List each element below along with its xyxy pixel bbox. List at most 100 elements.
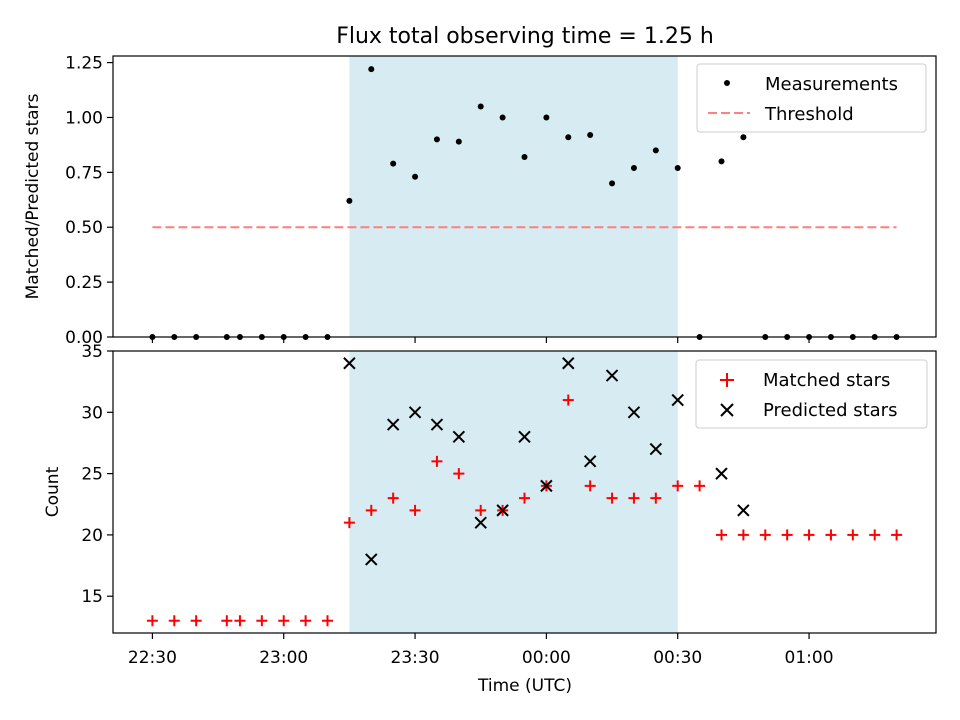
matched-star-point: [387, 492, 399, 504]
measurement-point: [609, 180, 616, 187]
matched-star-point: [606, 492, 618, 504]
measurement-point: [587, 132, 594, 139]
x-stroke: [474, 516, 487, 529]
measurement-point: [499, 114, 506, 121]
count-panel: 15 20 25 30 35 22:30 23:00 23:30 00:00 00:30 01:0…: [43, 342, 937, 696]
predicted-star-point: [386, 418, 400, 431]
ratio-panel: Flux total observing time = 1.25 h 0.000…: [23, 24, 937, 348]
x-stroke: [452, 430, 466, 444]
y-tick-label: 0.75: [65, 163, 103, 183]
legend-matched-label: Matched stars: [763, 370, 890, 391]
measurement-point: [521, 153, 528, 160]
measurement-point: [455, 138, 462, 145]
predicted-star-point: [343, 357, 356, 370]
measurement-point: [674, 164, 681, 171]
x-tick-label: 22:30: [128, 648, 177, 668]
ratio-legend-box: [696, 63, 927, 133]
matched-star-point: [190, 615, 202, 627]
x-stroke: [605, 369, 619, 382]
y-tick-label: 25: [81, 465, 103, 485]
matched-star-point: [672, 480, 684, 492]
x-tick-label: 23:30: [391, 648, 440, 668]
legend-predicted-marker: [720, 403, 734, 417]
legend-measurement-dot: [724, 80, 730, 86]
y-tick-label: 30: [81, 403, 103, 423]
measurement-point: [390, 160, 397, 167]
x-stroke: [649, 442, 663, 456]
x-stroke: [715, 467, 728, 480]
legend-predicted-label: Predicted stars: [763, 400, 897, 421]
matched-star-point: [475, 504, 487, 516]
predicted-star-point: [474, 516, 487, 529]
matched-star-point: [869, 529, 881, 541]
matched-star-point: [781, 529, 793, 541]
y-tick-label: 1.25: [65, 54, 103, 74]
matched-star-point: [694, 480, 706, 492]
x-stroke: [671, 393, 684, 407]
matched-star-point: [584, 480, 596, 492]
matched-star-point: [737, 529, 749, 541]
measurement-point: [630, 164, 637, 171]
x-tick-label: 01:00: [785, 648, 834, 668]
matched-star-point: [256, 615, 268, 627]
matched-star-point: [715, 529, 727, 541]
matched-star-point: [322, 615, 334, 627]
y-tick-label: 1.00: [65, 108, 103, 128]
x-stroke: [583, 455, 597, 468]
x-stroke: [737, 504, 750, 517]
observing-window-band: [349, 351, 678, 633]
count-plot-frame: [112, 350, 937, 634]
matched-star-point: [300, 615, 312, 627]
x-tick-label: 23:00: [259, 648, 308, 668]
x-stroke: [343, 357, 356, 370]
y-ticks: 15 20 25 30 35: [81, 342, 113, 607]
x-stroke: [365, 553, 378, 566]
matched-star-point: [825, 529, 837, 541]
y-tick-label: 20: [81, 526, 103, 546]
x-stroke: [540, 479, 553, 493]
predicted-star-point: [583, 455, 597, 468]
measurement-point: [652, 147, 659, 154]
x-ticks: 22:30 23:00 23:30 00:00 00:30 01:00: [128, 633, 834, 668]
predicted-star-point: [430, 418, 444, 431]
predicted-star-point: [715, 467, 728, 480]
predicted-star-point: [452, 430, 466, 444]
predicted-star-point: [627, 406, 641, 419]
measurement-point: [433, 136, 440, 143]
y-tick-label: 35: [81, 342, 103, 362]
matched-star-point: [803, 529, 815, 541]
x-tick-label: 00:30: [653, 648, 702, 668]
matched-star-point: [759, 529, 771, 541]
predicted-star-point: [562, 357, 575, 370]
measurement-point: [346, 197, 353, 204]
x-stroke: [408, 406, 422, 419]
matched-star-point: [891, 529, 903, 541]
x-stroke: [496, 504, 509, 517]
count-y-axis-label: Count: [43, 466, 63, 517]
x-stroke: [518, 430, 531, 444]
x-stroke: [386, 418, 400, 431]
predicted-star-point: [408, 406, 422, 419]
matched-star-point: [847, 529, 859, 541]
ratio-legend: Measurements Threshold: [696, 63, 927, 133]
matched-star-point: [453, 468, 465, 480]
x-stroke: [562, 357, 575, 370]
predicted-star-point: [605, 369, 619, 382]
y-tick-label: 15: [81, 587, 103, 607]
predicted-star-point: [649, 442, 663, 456]
matched-star-point: [278, 615, 290, 627]
measurement-point: [368, 66, 375, 73]
y-tick-label: 0.25: [65, 273, 103, 293]
matched-star-point: [409, 504, 421, 516]
legend-measurements-label: Measurements: [765, 74, 898, 95]
predicted-star-points: [343, 357, 750, 566]
matched-star-point: [146, 615, 158, 627]
y-tick-label: 0.00: [65, 328, 103, 348]
matched-star-point: [431, 455, 443, 467]
legend-threshold-label: Threshold: [764, 104, 854, 125]
observing-window-band: [349, 56, 678, 337]
y-ticks: 0.00 0.25 0.50 0.75 1.00 1.25: [65, 54, 113, 348]
predicted-star-point: [496, 504, 509, 517]
measurement-point: [543, 114, 550, 121]
